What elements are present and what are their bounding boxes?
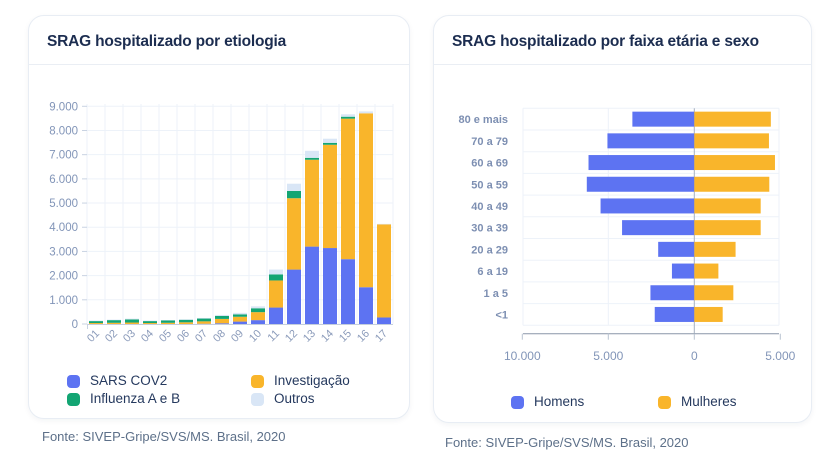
svg-text:80 e mais: 80 e mais <box>458 114 508 126</box>
legend-item-mulheres[interactable]: Mulheres <box>658 394 737 410</box>
sars-cov2-label: SARS COV2 <box>90 373 168 388</box>
investigacao-swatch <box>251 374 264 388</box>
mulheres-swatch <box>658 395 671 409</box>
svg-text:5.000: 5.000 <box>593 349 623 363</box>
svg-text:10: 10 <box>247 328 264 345</box>
legend-item-investigacao[interactable]: Investigação <box>251 373 350 389</box>
svg-text:4.000: 4.000 <box>49 222 78 234</box>
svg-text:6 a 19: 6 a 19 <box>477 266 508 278</box>
outros-swatch <box>251 392 264 406</box>
svg-text:01: 01 <box>85 328 102 345</box>
svg-text:0: 0 <box>72 319 78 331</box>
svg-text:7.000: 7.000 <box>49 150 78 162</box>
sars-cov2-swatch <box>67 374 80 388</box>
svg-text:5.000: 5.000 <box>49 198 78 210</box>
svg-text:08: 08 <box>211 328 228 345</box>
legend-item-homens[interactable]: Homens <box>511 394 658 410</box>
investigacao-label: Investigação <box>274 373 350 388</box>
legend-item-sars-cov2[interactable]: SARS COV2 <box>67 373 251 389</box>
legend-item-influenza[interactable]: Influenza A e B <box>67 391 251 407</box>
svg-text:11: 11 <box>266 328 283 345</box>
svg-text:50 a 59: 50 a 59 <box>471 179 508 191</box>
svg-text:15: 15 <box>337 328 354 345</box>
svg-text:30 a 39: 30 a 39 <box>471 223 508 235</box>
etiologia-stacked-bar-chart[interactable]: 0 1.000 2.000 3.000 4.000 5.000 6.000 7.000 8.00… <box>29 67 409 374</box>
faixa-etaria-pyramid-chart[interactable]: 80 e mais 70 a 79 60 a 69 50 a 59 40 a 49 30 … <box>434 68 811 370</box>
outros-label: Outros <box>274 391 315 406</box>
influenza-label: Influenza A e B <box>90 391 181 406</box>
svg-text:2.000: 2.000 <box>49 271 78 283</box>
etiologia-title-divider <box>29 64 409 65</box>
svg-text:02: 02 <box>103 328 120 345</box>
etiologia-legend: SARS COV2 Investigação Influenza A e B O… <box>67 373 350 407</box>
svg-text:10.000: 10.000 <box>504 349 541 363</box>
card-faixa-etaria: SRAG hospitalizado por faixa etária e se… <box>433 15 812 423</box>
svg-text:13: 13 <box>301 328 318 345</box>
svg-text:1.000: 1.000 <box>49 295 78 307</box>
svg-text:20 a 29: 20 a 29 <box>471 244 508 256</box>
svg-text:70 a 79: 70 a 79 <box>471 136 508 148</box>
svg-text:1 a 5: 1 a 5 <box>484 288 508 300</box>
svg-text:05: 05 <box>157 328 174 345</box>
svg-text:16: 16 <box>355 328 372 345</box>
svg-text:04: 04 <box>139 328 156 345</box>
card-etiologia: SRAG hospitalizado por etiologia 0 1.000 2… <box>28 15 410 419</box>
svg-text:17: 17 <box>373 328 390 345</box>
faixa-etaria-legend: Homens Mulheres <box>511 394 737 410</box>
svg-text:5.000: 5.000 <box>765 349 795 363</box>
svg-text:12: 12 <box>283 328 300 345</box>
svg-text:09: 09 <box>229 328 246 345</box>
mulheres-label: Mulheres <box>681 394 737 409</box>
homens-swatch <box>511 395 524 409</box>
svg-text:40 a 49: 40 a 49 <box>471 201 508 213</box>
svg-text:60 a 69: 60 a 69 <box>471 158 508 170</box>
svg-text:06: 06 <box>175 328 192 345</box>
homens-label: Homens <box>534 394 585 409</box>
svg-text:3.000: 3.000 <box>49 246 78 258</box>
faixa-etaria-title: SRAG hospitalizado por faixa etária e se… <box>452 33 759 50</box>
svg-text:8.000: 8.000 <box>49 125 78 137</box>
influenza-swatch <box>67 392 80 406</box>
faixa-etaria-title-divider <box>434 64 811 65</box>
svg-text:07: 07 <box>193 328 210 345</box>
svg-text:03: 03 <box>121 328 138 345</box>
svg-text:<1: <1 <box>495 309 508 321</box>
legend-item-outros[interactable]: Outros <box>251 391 350 407</box>
etiologia-source: Fonte: SIVEP-Gripe/SVS/MS. Brasil, 2020 <box>42 429 286 444</box>
faixa-etaria-source: Fonte: SIVEP-Gripe/SVS/MS. Brasil, 2020 <box>445 435 689 450</box>
svg-text:14: 14 <box>319 328 336 345</box>
svg-text:0: 0 <box>691 349 698 363</box>
svg-text:9.000: 9.000 <box>49 101 78 113</box>
svg-text:6.000: 6.000 <box>49 174 78 186</box>
etiologia-title: SRAG hospitalizado por etiologia <box>47 33 287 50</box>
